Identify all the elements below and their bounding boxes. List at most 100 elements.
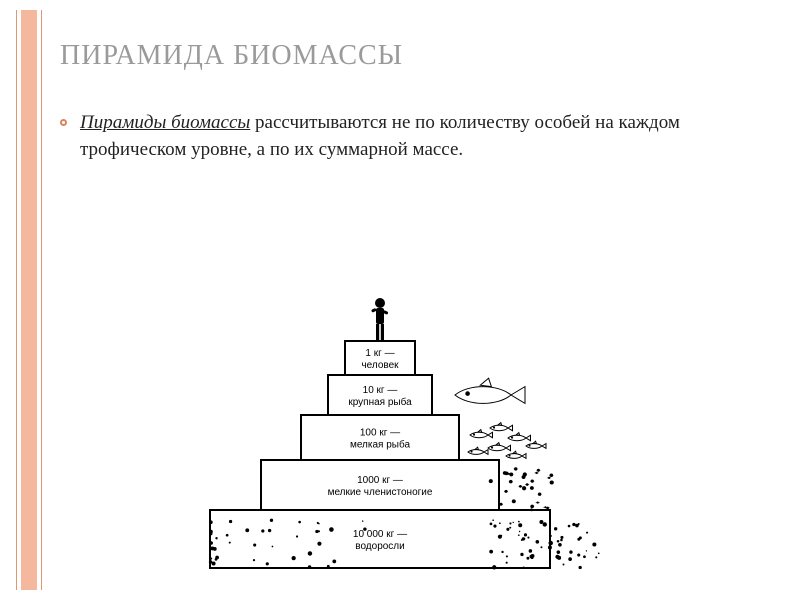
algae-dot bbox=[229, 542, 231, 544]
algae-dot bbox=[509, 522, 511, 524]
algae-dot bbox=[506, 528, 509, 531]
fish-icon bbox=[488, 443, 511, 451]
algae-dot bbox=[568, 525, 571, 528]
algae-dot bbox=[317, 542, 321, 546]
arthropod-dot bbox=[212, 562, 216, 566]
algae-dot bbox=[327, 565, 330, 568]
fish-icon bbox=[506, 451, 526, 458]
algae-dot bbox=[531, 554, 535, 558]
arthropod-dot bbox=[209, 530, 213, 534]
algae-dot bbox=[557, 550, 561, 554]
algae-dot bbox=[493, 525, 496, 528]
algae-dot bbox=[245, 528, 249, 532]
algae-dot bbox=[520, 553, 523, 556]
algae-dot bbox=[595, 556, 597, 558]
fish-icon bbox=[468, 447, 488, 454]
algae-dot bbox=[543, 522, 547, 526]
algae-dot bbox=[549, 542, 551, 544]
pyramid-level-0-line1: 10 000 кг — bbox=[353, 529, 407, 540]
algae-dot bbox=[572, 523, 575, 526]
fish-icon bbox=[490, 423, 513, 431]
algae-dot bbox=[292, 556, 296, 560]
algae-dot bbox=[492, 519, 494, 521]
slide-body: Пирамиды биомассы рассчитываются не по к… bbox=[80, 110, 740, 163]
algae-dot bbox=[579, 566, 582, 569]
algae-dot bbox=[266, 562, 269, 565]
accent-stripe-inner bbox=[21, 10, 37, 590]
algae-dot bbox=[568, 557, 572, 561]
algae-dot bbox=[592, 542, 596, 546]
algae-dot bbox=[229, 520, 232, 523]
bullet-icon bbox=[60, 119, 67, 126]
algae-dot bbox=[557, 540, 560, 543]
algae-dot bbox=[506, 555, 508, 557]
algae-dot bbox=[253, 559, 255, 561]
algae-dot bbox=[577, 553, 580, 556]
slide-title: ПИРАМИДА БИОМАССЫ bbox=[60, 40, 403, 72]
pyramid-level-0-line2: водоросли bbox=[355, 541, 404, 552]
arthropod-dot bbox=[209, 520, 213, 524]
algae-dot bbox=[226, 534, 229, 537]
algae-dot bbox=[583, 555, 586, 558]
algae-dot bbox=[529, 549, 533, 553]
algae-dot bbox=[578, 523, 580, 525]
algae-dot bbox=[272, 546, 274, 548]
paragraph-lead: Пирамиды биомассы bbox=[80, 112, 250, 133]
algae-dot bbox=[518, 534, 520, 536]
algae-dot bbox=[518, 523, 522, 527]
algae-dot bbox=[308, 565, 311, 568]
algae-dot bbox=[536, 540, 540, 544]
algae-dot bbox=[579, 536, 582, 539]
pyramid-level-3-line1: 10 кг — bbox=[363, 385, 398, 396]
arthropod-dot bbox=[215, 556, 219, 560]
algae-dot bbox=[563, 564, 565, 566]
algae-dot bbox=[509, 527, 511, 529]
arthropod-dot bbox=[215, 537, 217, 539]
algae-dot bbox=[506, 562, 508, 564]
accent-stripe bbox=[16, 10, 42, 590]
algae-dot bbox=[560, 536, 563, 539]
algae-dot bbox=[490, 523, 493, 526]
algae-dot bbox=[298, 521, 301, 524]
pyramid-level-3-line2: крупная рыба bbox=[348, 396, 412, 408]
algae-dot bbox=[329, 527, 334, 532]
algae-dot bbox=[524, 533, 527, 536]
algae-dot bbox=[540, 546, 542, 548]
algae-dot bbox=[523, 567, 525, 569]
algae-dot bbox=[270, 519, 273, 522]
algae-dot bbox=[539, 520, 543, 524]
pyramid-svg: 10 000 кг —водоросли 1000 кг —мелкие член… bbox=[190, 210, 670, 570]
algae-dot bbox=[522, 537, 525, 540]
pyramid-level-2-line1: 100 кг — bbox=[360, 428, 400, 439]
algae-dot bbox=[492, 565, 496, 569]
paragraph: Пирамиды биомассы рассчитываются не по к… bbox=[80, 110, 740, 163]
algae-dot bbox=[558, 543, 562, 547]
algae-dot bbox=[489, 550, 493, 554]
algae-dot bbox=[519, 531, 520, 532]
algae-dot bbox=[557, 556, 561, 560]
algae-dot bbox=[512, 522, 513, 523]
algae-dot bbox=[318, 523, 320, 525]
algae-dot bbox=[315, 530, 318, 533]
algae-dot bbox=[560, 539, 563, 542]
algae-dot bbox=[499, 522, 501, 524]
arthropod-dot bbox=[210, 558, 212, 560]
human-icon bbox=[371, 298, 389, 341]
fish-icon bbox=[508, 433, 531, 441]
arthropod-dot bbox=[209, 541, 213, 545]
algae-dot bbox=[268, 529, 271, 532]
algae-dot bbox=[308, 551, 313, 556]
algae-dot bbox=[527, 537, 529, 539]
fish-icon bbox=[526, 441, 546, 448]
pyramid-level-1-line1: 1000 кг — bbox=[357, 475, 403, 486]
algae-dot bbox=[296, 535, 298, 537]
algae-dot bbox=[261, 529, 264, 532]
slide-root: ПИРАМИДА БИОМАССЫ Пирамиды биомассы расс… bbox=[0, 0, 800, 600]
algae-dot bbox=[501, 535, 503, 537]
algae-dot bbox=[362, 520, 363, 521]
algae-dot bbox=[526, 557, 529, 560]
algae-dot bbox=[363, 527, 366, 530]
pyramid-level-1-line2: мелкие членистоногие bbox=[328, 487, 433, 498]
fish-icon bbox=[455, 378, 525, 403]
algae-dot bbox=[550, 535, 552, 537]
